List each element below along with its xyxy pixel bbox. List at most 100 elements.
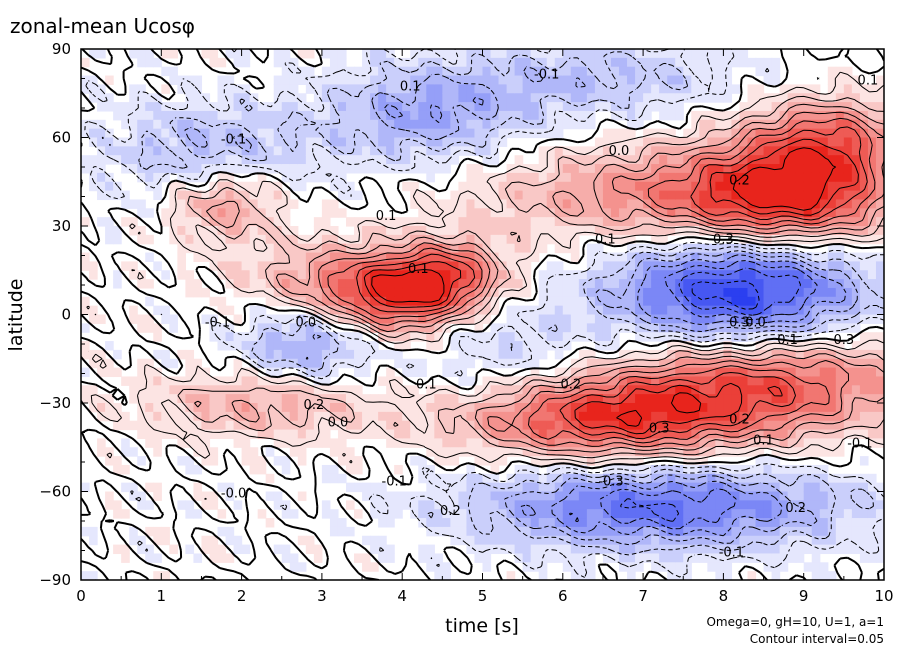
- heatmap-cell: [836, 182, 845, 191]
- heatmap-cell: [410, 102, 419, 111]
- heatmap-cell: [860, 359, 869, 368]
- heatmap-cell: [699, 58, 708, 67]
- heatmap-cell: [764, 235, 773, 244]
- heatmap-cell: [852, 421, 861, 430]
- heatmap-cell: [121, 421, 130, 430]
- heatmap-cell: [627, 306, 636, 315]
- heatmap-cell: [587, 500, 596, 509]
- heatmap-cell: [659, 111, 668, 120]
- heatmap-cell: [571, 527, 580, 536]
- heatmap-cell: [812, 173, 821, 182]
- heatmap-cell: [595, 412, 604, 421]
- heatmap-cell: [707, 306, 716, 315]
- heatmap-cell: [788, 545, 797, 554]
- heatmap-cell: [555, 102, 564, 111]
- heatmap-cell: [362, 102, 371, 111]
- heatmap-cell: [571, 93, 580, 102]
- heatmap-cell: [298, 270, 307, 279]
- heatmap-cell: [394, 465, 403, 474]
- heatmap-cell: [274, 545, 283, 554]
- heatmap-cell: [274, 341, 283, 350]
- heatmap-cell: [242, 93, 251, 102]
- heatmap-cell: [788, 447, 797, 456]
- heatmap-cell: [852, 385, 861, 394]
- heatmap-cell: [234, 58, 243, 67]
- heatmap-cell: [619, 545, 628, 554]
- heatmap-cell: [667, 58, 676, 67]
- heatmap-cell: [828, 518, 837, 527]
- heatmap-cell: [250, 226, 259, 235]
- heatmap-cell: [515, 164, 524, 173]
- heatmap-cell: [707, 500, 716, 509]
- heatmap-cell: [282, 111, 291, 120]
- heatmap-cell: [595, 84, 604, 93]
- heatmap-cell: [555, 350, 564, 359]
- heatmap-cell: [483, 182, 492, 191]
- heatmap-cell: [282, 146, 291, 155]
- heatmap-cell: [145, 323, 154, 332]
- heatmap-cell: [659, 553, 668, 562]
- heatmap-cell: [667, 261, 676, 270]
- heatmap-cell: [852, 208, 861, 217]
- heatmap-cell: [571, 297, 580, 306]
- contour-label: 0.3: [729, 315, 750, 330]
- heatmap-cell: [458, 279, 467, 288]
- heatmap-cell: [201, 49, 210, 58]
- heatmap-cell: [483, 67, 492, 76]
- heatmap-cell: [515, 244, 524, 253]
- heatmap-cell: [515, 58, 524, 67]
- heatmap-cell: [507, 447, 516, 456]
- heatmap-cell: [603, 527, 612, 536]
- heatmap-cell: [667, 111, 676, 120]
- heatmap-cell: [491, 199, 500, 208]
- heatmap-cell: [820, 120, 829, 129]
- heatmap-cell: [747, 492, 756, 501]
- heatmap-cell: [547, 270, 556, 279]
- heatmap-cell: [579, 315, 588, 324]
- heatmap-cell: [675, 430, 684, 439]
- heatmap-cell: [828, 315, 837, 324]
- heatmap-cell: [804, 191, 813, 200]
- heatmap-cell: [515, 93, 524, 102]
- heatmap-cell: [515, 403, 524, 412]
- heatmap-cell: [226, 376, 235, 385]
- heatmap-cell: [145, 438, 154, 447]
- contour-label: -0.1: [719, 545, 744, 560]
- heatmap-cell: [515, 191, 524, 200]
- heatmap-cell: [258, 341, 267, 350]
- heatmap-cell: [739, 58, 748, 67]
- heatmap-cell: [418, 129, 427, 138]
- heatmap-cell: [579, 173, 588, 182]
- heatmap-cell: [667, 164, 676, 173]
- heatmap-cell: [836, 67, 845, 76]
- heatmap-cell: [812, 553, 821, 562]
- heatmap-cell: [868, 111, 877, 120]
- heatmap-cell: [370, 430, 379, 439]
- heatmap-cell: [804, 412, 813, 421]
- heatmap-cell: [860, 146, 869, 155]
- heatmap-cell: [523, 199, 532, 208]
- heatmap-cell: [290, 84, 299, 93]
- heatmap-cell: [234, 536, 243, 545]
- heatmap-cell: [250, 306, 259, 315]
- contour-label: 0.1: [416, 377, 437, 392]
- heatmap-cell: [675, 191, 684, 200]
- heatmap-cell: [675, 438, 684, 447]
- heatmap-cell: [515, 279, 524, 288]
- heatmap-cell: [105, 492, 114, 501]
- heatmap-cell: [137, 500, 146, 509]
- heatmap-cell: [274, 226, 283, 235]
- heatmap-cell: [587, 208, 596, 217]
- heatmap-cell: [346, 350, 355, 359]
- heatmap-cell: [290, 430, 299, 439]
- heatmap-cell: [354, 368, 363, 377]
- heatmap-cell: [161, 49, 170, 58]
- heatmap-cell: [731, 84, 740, 93]
- heatmap-cell: [483, 518, 492, 527]
- contour-label: 0.1: [858, 73, 879, 88]
- heatmap-cell: [274, 191, 283, 200]
- heatmap-cell: [804, 562, 813, 571]
- heatmap-cell: [386, 261, 395, 270]
- heatmap-cell: [266, 226, 275, 235]
- heatmap-cell: [715, 571, 724, 580]
